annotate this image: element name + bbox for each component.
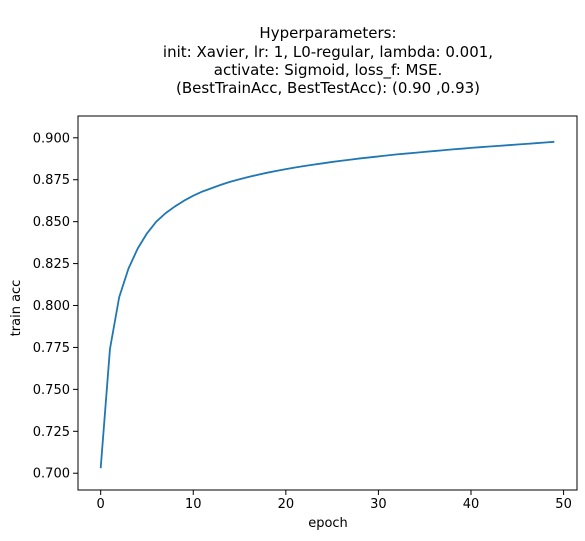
x-tick-label: 40 xyxy=(463,497,480,512)
y-tick-label: 0.725 xyxy=(33,425,70,440)
y-tick-label: 0.775 xyxy=(33,341,70,356)
y-tick-label: 0.875 xyxy=(33,173,70,188)
y-tick-label: 0.825 xyxy=(33,257,70,272)
chart-title-line-1: Hyperparameters: xyxy=(259,24,396,42)
y-tick-label: 0.800 xyxy=(33,299,70,314)
y-axis-ticks: 0.700 0.725 0.750 0.775 0.800 0.825 0.850 0.875… xyxy=(33,131,78,482)
y-tick-label: 0.900 xyxy=(33,131,70,146)
plot-area xyxy=(99,140,555,469)
chart-title: Hyperparameters: init: Xavier, lr: 1, L0… xyxy=(163,24,493,97)
x-tick-label: 20 xyxy=(278,497,295,512)
x-axis-label: epoch xyxy=(308,516,348,531)
x-tick-label: 0 xyxy=(97,497,105,512)
x-tick-label: 50 xyxy=(555,497,572,512)
y-axis-label: train acc xyxy=(9,280,24,337)
chart-title-line-3: activate: Sigmoid, loss_f: MSE. xyxy=(214,61,442,80)
chart-title-line-2: init: Xavier, lr: 1, L0-regular, lambda:… xyxy=(163,43,493,61)
x-tick-label: 30 xyxy=(370,497,387,512)
chart-title-line-4: (BestTrainAcc, BestTestAcc): (0.90 ,0.93… xyxy=(176,79,480,97)
y-tick-label: 0.850 xyxy=(33,215,70,230)
x-tick-label: 10 xyxy=(185,497,202,512)
x-axis-ticks: 0 10 20 30 40 50 xyxy=(97,490,572,512)
series-line-train-acc xyxy=(99,140,555,469)
plot-frame xyxy=(77,115,578,491)
y-tick-label: 0.750 xyxy=(33,383,70,398)
y-tick-label: 0.700 xyxy=(33,467,70,482)
